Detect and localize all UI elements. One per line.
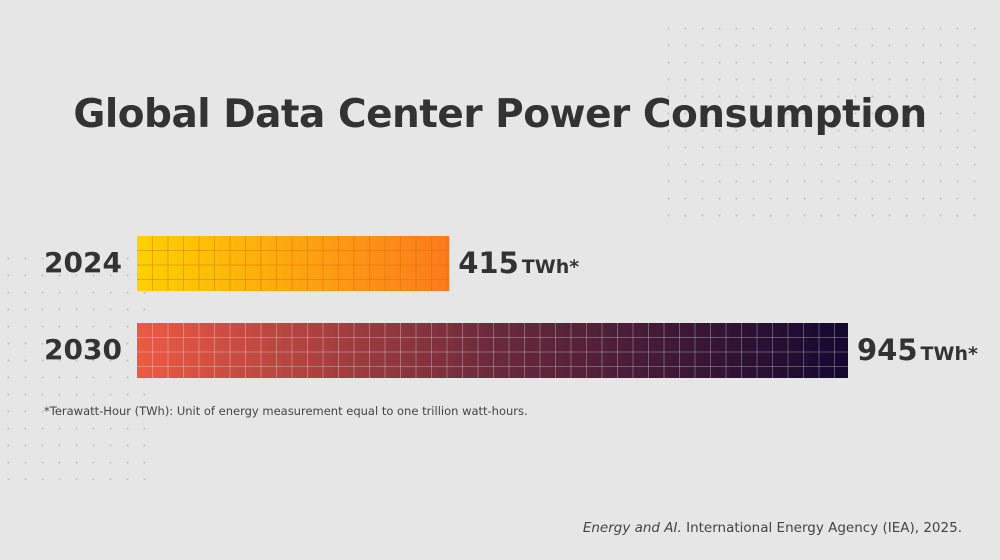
value-label-2030: 945 TWh* <box>857 333 978 367</box>
source-publisher: International Energy Agency (IEA), 2025. <box>681 520 962 536</box>
bar-2024 <box>137 236 450 291</box>
value-label-2024: 415 TWh* <box>458 246 580 280</box>
dot-pattern-left <box>0 250 150 480</box>
category-label-2030: 2030 <box>44 333 122 366</box>
footnote: *Terawatt-Hour (TWh): Unit of energy mea… <box>44 404 528 418</box>
source-title: Energy and AI. <box>582 520 682 536</box>
bar-2030 <box>137 323 848 378</box>
chart-title: Global Data Center Power Consumption <box>73 92 927 137</box>
dot-pattern-top-right <box>660 20 990 220</box>
category-label-2024: 2024 <box>44 246 122 279</box>
source-citation: Energy and AI. International Energy Agen… <box>583 520 962 536</box>
